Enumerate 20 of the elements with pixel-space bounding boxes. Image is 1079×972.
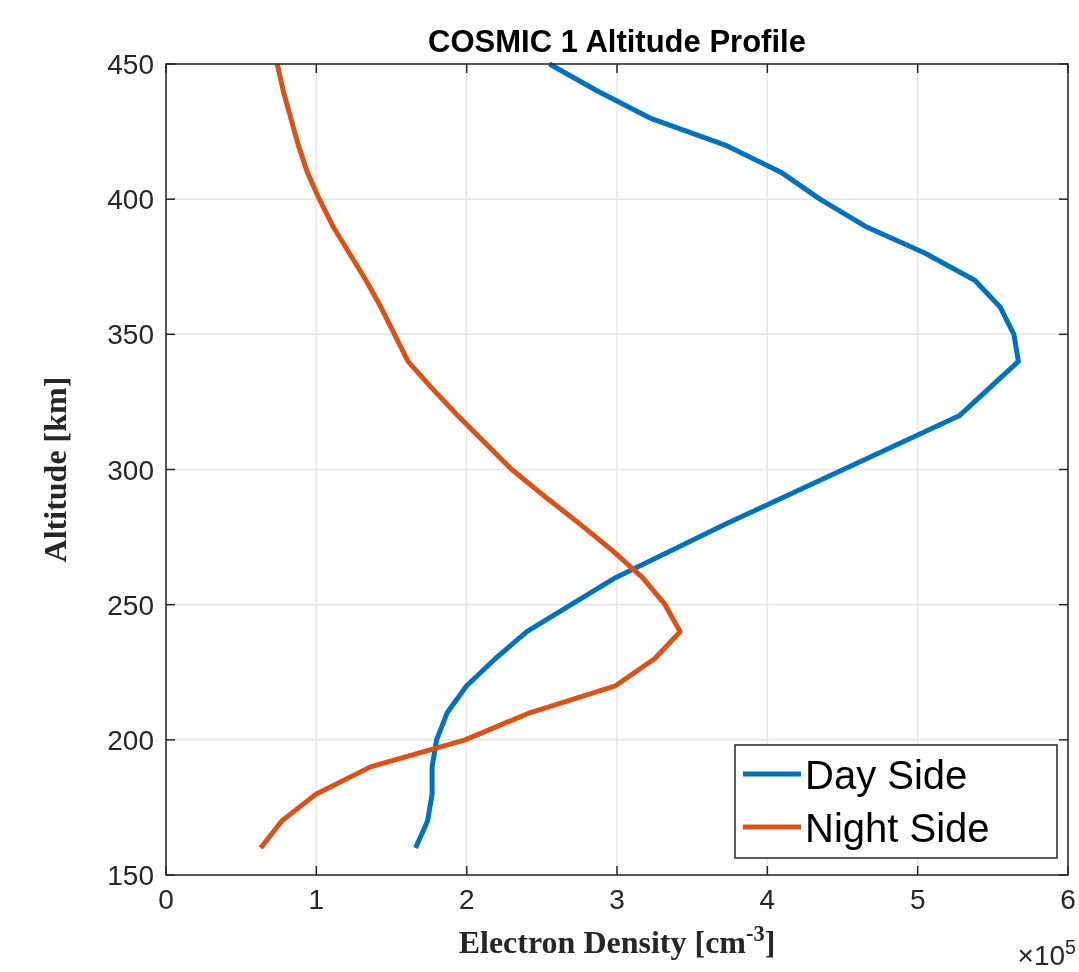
y-tick-label: 350 (107, 319, 154, 351)
x-tick-label: 1 (308, 884, 325, 915)
x-tick-label: 2 (458, 884, 475, 915)
x-tick-label: 5 (909, 884, 926, 915)
legend-label: Day Side (805, 753, 968, 797)
x-tick-label: 0 (158, 884, 174, 915)
legend-label: Night Side (805, 806, 990, 850)
x-axis-title: Electron Density [cm$^{-3}$] (458, 920, 776, 960)
y-axis-title: Altitude [km] (37, 376, 73, 563)
chart-title: COSMIC 1 Altitude Profile (428, 24, 806, 59)
text: ×10$^{5}$ (1017, 936, 1077, 971)
y-tick-label: 200 (107, 724, 154, 756)
x-tick-label: 6 (1060, 884, 1076, 915)
y-tick-label: 450 (107, 49, 154, 80)
x-tick-label: 3 (609, 884, 625, 915)
y-tick-label: 150 (107, 860, 154, 891)
y-tick-label: 300 (107, 454, 154, 486)
y-tick-label: 250 (107, 589, 154, 621)
x-tick-label: 4 (759, 884, 776, 915)
y-tick-label: 400 (107, 184, 154, 216)
